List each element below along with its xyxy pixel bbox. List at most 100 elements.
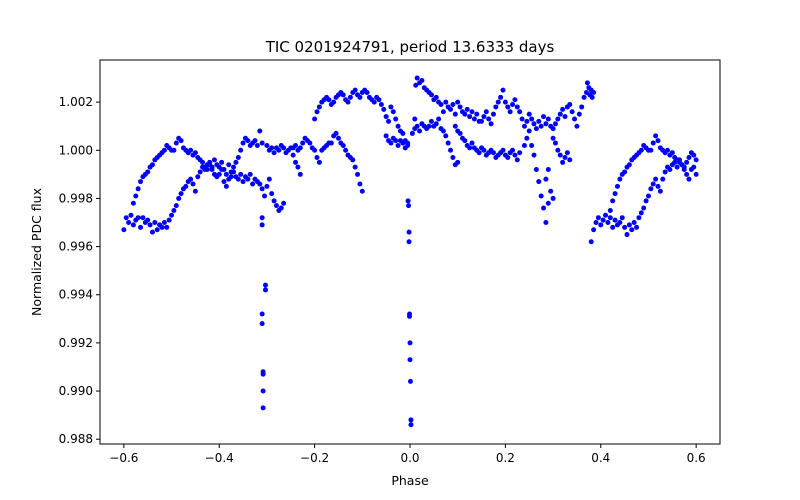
- data-point: [507, 109, 513, 115]
- y-tick-label: 0.992: [59, 336, 93, 350]
- data-point: [171, 147, 177, 153]
- data-point: [316, 159, 322, 165]
- data-point: [591, 227, 597, 233]
- y-tick-label: 0.996: [59, 240, 93, 254]
- data-point: [545, 200, 551, 206]
- data-point: [684, 159, 690, 165]
- data-point: [192, 188, 198, 194]
- data-point: [471, 116, 477, 122]
- y-tick-label: 0.990: [59, 384, 93, 398]
- data-point: [510, 147, 516, 153]
- data-points-layer: [121, 75, 699, 428]
- data-point: [259, 140, 265, 146]
- data-point: [393, 138, 399, 144]
- data-point: [543, 220, 549, 226]
- data-point: [622, 224, 628, 230]
- data-point: [693, 171, 699, 177]
- data-point: [481, 114, 487, 120]
- data-point: [228, 174, 234, 180]
- data-point: [223, 183, 229, 189]
- data-point: [378, 102, 384, 108]
- data-point: [259, 186, 265, 192]
- data-point: [686, 155, 692, 160]
- data-point: [209, 167, 215, 173]
- data-point: [408, 417, 414, 423]
- data-point: [357, 181, 363, 187]
- y-tick-label: 0.988: [59, 432, 93, 446]
- data-point: [605, 220, 611, 226]
- data-point: [393, 116, 399, 122]
- data-point: [343, 147, 349, 153]
- data-point: [171, 207, 177, 213]
- data-point: [307, 140, 313, 146]
- data-point: [250, 181, 256, 187]
- data-point: [395, 123, 401, 129]
- data-point: [464, 106, 470, 112]
- data-point: [567, 102, 573, 108]
- x-tick-label: −0.2: [300, 451, 329, 465]
- data-point: [684, 171, 690, 177]
- data-point: [538, 123, 544, 129]
- data-point: [681, 164, 687, 170]
- y-tick-label: 1.000: [59, 143, 93, 157]
- data-point: [178, 191, 184, 197]
- data-point: [419, 77, 425, 83]
- data-point: [538, 193, 544, 199]
- data-point: [352, 164, 358, 170]
- data-point: [345, 99, 351, 105]
- x-tick-label: 0.4: [591, 451, 610, 465]
- chart-title: TIC 0201924791, period 13.6333 days: [265, 38, 555, 56]
- data-point: [281, 145, 287, 151]
- data-point: [195, 174, 201, 180]
- data-point: [693, 157, 699, 163]
- data-point: [469, 140, 475, 146]
- data-point: [271, 150, 277, 156]
- data-point: [312, 116, 318, 122]
- data-point: [579, 104, 585, 110]
- data-point: [417, 128, 423, 134]
- data-point: [462, 138, 468, 144]
- data-point: [221, 167, 227, 173]
- data-point: [413, 82, 419, 88]
- data-point: [335, 135, 341, 141]
- data-point: [166, 217, 172, 223]
- data-point: [607, 215, 613, 221]
- data-point: [536, 179, 542, 185]
- data-point: [660, 176, 666, 182]
- data-point: [135, 215, 141, 221]
- data-point: [406, 229, 412, 235]
- data-point: [619, 215, 625, 221]
- data-point: [536, 118, 542, 124]
- data-point: [207, 162, 213, 168]
- data-point: [355, 171, 361, 177]
- x-axis-ticks: −0.6 −0.4 −0.2 0.0 0.2 0.4 0.6: [109, 444, 706, 465]
- data-point: [526, 111, 532, 117]
- data-point: [450, 102, 456, 108]
- data-point: [240, 179, 246, 185]
- data-point: [600, 217, 606, 223]
- data-point: [655, 183, 661, 189]
- data-point: [557, 111, 563, 117]
- data-point: [576, 111, 582, 117]
- data-point: [548, 188, 554, 194]
- data-point: [531, 121, 537, 127]
- data-point: [383, 133, 389, 139]
- data-point: [638, 147, 644, 153]
- data-point: [414, 123, 420, 129]
- data-point: [312, 147, 318, 153]
- y-axis-label: Normalized PDC flux: [29, 188, 44, 316]
- data-point: [521, 123, 527, 129]
- y-axis-ticks: 0.988 0.990 0.992 0.994 0.996 0.998 1.000 1.002: [59, 95, 100, 446]
- data-point: [648, 147, 654, 153]
- data-point: [500, 147, 506, 153]
- data-point: [350, 157, 356, 163]
- data-point: [219, 159, 225, 165]
- data-point: [572, 116, 578, 122]
- data-point: [479, 118, 485, 124]
- data-point: [260, 405, 266, 411]
- data-point: [426, 123, 432, 129]
- data-point: [406, 203, 412, 209]
- data-point: [500, 87, 506, 93]
- data-point: [123, 215, 129, 221]
